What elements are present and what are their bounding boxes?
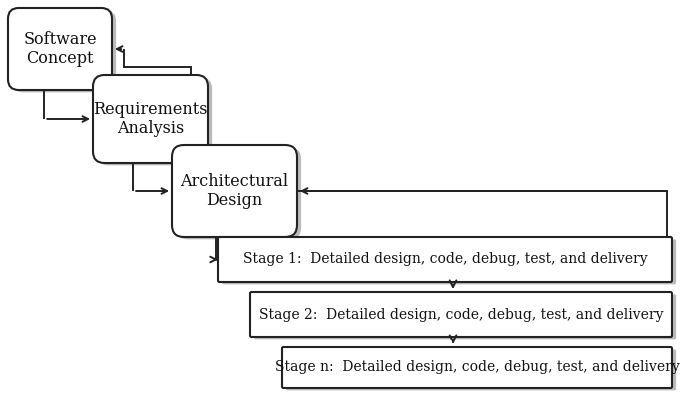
FancyBboxPatch shape	[97, 77, 212, 165]
Text: Architectural
Design: Architectural Design	[180, 173, 288, 209]
FancyBboxPatch shape	[254, 294, 676, 339]
FancyBboxPatch shape	[286, 349, 676, 390]
Text: Requirements
Analysis: Requirements Analysis	[94, 101, 208, 137]
FancyBboxPatch shape	[176, 147, 301, 240]
Text: Stage 1:  Detailed design, code, debug, test, and delivery: Stage 1: Detailed design, code, debug, t…	[243, 253, 647, 266]
FancyBboxPatch shape	[93, 75, 208, 163]
FancyBboxPatch shape	[8, 8, 112, 90]
FancyBboxPatch shape	[282, 347, 672, 388]
FancyBboxPatch shape	[222, 240, 676, 284]
FancyBboxPatch shape	[172, 145, 297, 237]
Text: Software
Concept: Software Concept	[23, 31, 97, 67]
Text: Stage n:  Detailed design, code, debug, test, and delivery: Stage n: Detailed design, code, debug, t…	[275, 361, 679, 375]
FancyBboxPatch shape	[250, 292, 672, 337]
FancyBboxPatch shape	[12, 10, 116, 92]
FancyBboxPatch shape	[218, 237, 672, 282]
Text: Stage 2:  Detailed design, code, debug, test, and delivery: Stage 2: Detailed design, code, debug, t…	[259, 307, 663, 322]
